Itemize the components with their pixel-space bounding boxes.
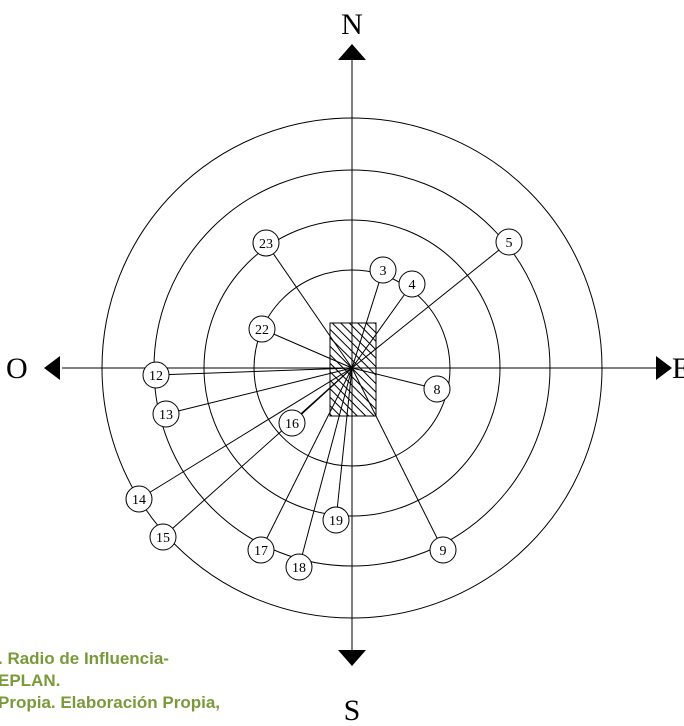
node-label: 22 (255, 323, 269, 338)
node-label: 8 (434, 383, 441, 398)
node-label: 3 (380, 264, 387, 279)
link (138, 367, 353, 500)
node (398, 270, 426, 298)
link (165, 367, 353, 415)
node (125, 485, 153, 513)
node (429, 536, 457, 564)
node (247, 536, 275, 564)
node (149, 523, 177, 551)
nodes: 23 5 3 4 22 12 13 16 8 14 15 19 17 18 9 (125, 228, 523, 581)
caption-line: EPLAN. (0, 671, 60, 690)
node (252, 229, 280, 257)
node (152, 400, 180, 428)
caption-line: Propia. Elaboración Propia, (0, 693, 220, 712)
node-label: 13 (159, 408, 173, 423)
west-label: O (6, 352, 28, 385)
node-label: 12 (149, 369, 163, 384)
east-label: E (672, 352, 684, 385)
node-label: 23 (259, 237, 273, 252)
link (162, 367, 353, 538)
site (329, 322, 377, 417)
node (495, 228, 523, 256)
node-label: 17 (254, 544, 268, 559)
node-label: 14 (132, 493, 146, 508)
node (423, 375, 451, 403)
node (248, 315, 276, 343)
node (369, 256, 397, 284)
node-label: 18 (292, 561, 306, 576)
arrows (44, 44, 672, 666)
node (142, 361, 170, 389)
link (351, 241, 510, 369)
node (322, 506, 350, 534)
node-label: 9 (440, 544, 447, 559)
node-label: 16 (285, 417, 299, 432)
caption-line: . Radio de Influencia- (0, 649, 169, 668)
north-label: N (341, 8, 363, 41)
node-label: 19 (329, 514, 343, 529)
link (155, 367, 353, 376)
south-label: S (344, 694, 361, 726)
node (285, 553, 313, 581)
node-label: 5 (506, 236, 513, 251)
node (278, 409, 306, 437)
node-label: 15 (156, 531, 170, 546)
node-label: 4 (409, 278, 416, 293)
